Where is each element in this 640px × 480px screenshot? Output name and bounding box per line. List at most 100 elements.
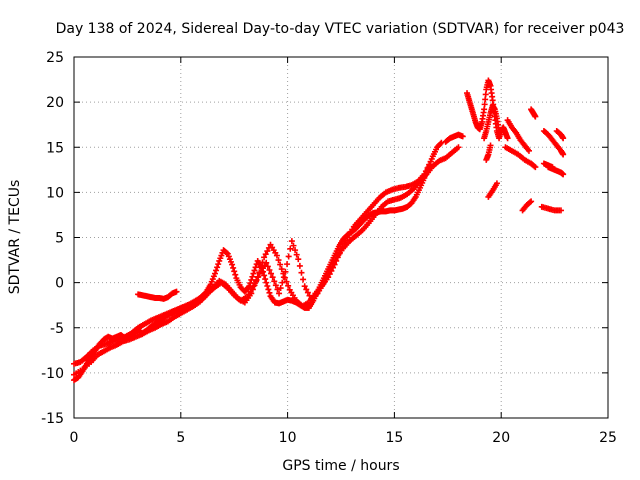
data-series xyxy=(71,158,434,378)
data-point xyxy=(262,276,269,283)
data-point xyxy=(532,164,539,171)
y-tick-label: 10 xyxy=(46,185,64,201)
data-point xyxy=(277,261,284,268)
data-point xyxy=(264,283,271,290)
data-point xyxy=(437,140,444,147)
data-point xyxy=(275,257,282,264)
data-point xyxy=(281,274,288,281)
data-point xyxy=(298,269,305,276)
data-point xyxy=(261,254,268,261)
data-point xyxy=(252,264,259,271)
data-points xyxy=(71,77,567,384)
data-point xyxy=(504,135,511,142)
data-point xyxy=(254,274,261,281)
y-tick-label: -5 xyxy=(50,321,64,337)
data-point xyxy=(265,286,272,293)
data-point xyxy=(249,273,256,280)
y-tick-label: -10 xyxy=(41,366,64,382)
data-point xyxy=(273,252,280,259)
y-tick-label: 20 xyxy=(46,95,64,111)
data-point xyxy=(173,288,180,295)
data-point xyxy=(248,290,255,297)
data-point xyxy=(213,267,220,274)
data-point xyxy=(422,168,429,175)
data-point xyxy=(288,238,295,245)
data-point xyxy=(263,279,270,286)
x-tick-label: 25 xyxy=(599,430,617,446)
data-point xyxy=(231,268,238,275)
data-point xyxy=(292,247,299,254)
data-series xyxy=(540,160,556,171)
data-point xyxy=(487,142,494,149)
data-point xyxy=(211,270,218,277)
data-point xyxy=(251,267,258,274)
data-point xyxy=(257,264,264,271)
data-point xyxy=(304,289,311,296)
data-series xyxy=(504,117,532,154)
data-series xyxy=(442,131,466,145)
data-point xyxy=(560,171,567,178)
y-axis-title: SDTVAR / TECUs xyxy=(7,180,23,295)
y-tick-label: 15 xyxy=(46,140,64,156)
data-point xyxy=(272,282,279,289)
y-tick-label: 5 xyxy=(55,231,64,247)
data-point xyxy=(266,289,273,296)
data-point xyxy=(295,256,302,263)
data-point xyxy=(459,133,466,140)
data-point xyxy=(266,266,273,273)
data-point xyxy=(259,259,266,266)
data-point xyxy=(339,243,346,250)
data-series xyxy=(135,288,180,302)
data-point xyxy=(560,151,567,158)
data-point xyxy=(549,164,556,171)
x-tick-label: 5 xyxy=(176,430,185,446)
data-point xyxy=(560,135,567,142)
data-point xyxy=(256,269,263,276)
data-point xyxy=(421,171,428,178)
y-tick-label: 25 xyxy=(46,50,64,66)
data-series xyxy=(502,144,539,171)
data-point xyxy=(264,248,271,255)
data-point xyxy=(531,163,538,170)
data-point xyxy=(230,264,237,271)
data-point xyxy=(427,158,434,165)
data-point xyxy=(329,264,336,271)
data-point xyxy=(303,286,310,293)
data-point xyxy=(527,199,534,206)
data-point xyxy=(336,250,343,257)
x-tick-label: 0 xyxy=(70,430,79,446)
axis-ticks: 0 5 10 15 20 25 -15 -10 -5 0 5 10 15 20 25 xyxy=(41,50,617,446)
data-point xyxy=(279,279,286,286)
data-point xyxy=(280,270,287,277)
data-point xyxy=(455,144,462,151)
data-point xyxy=(261,272,268,279)
data-point xyxy=(300,276,307,283)
data-point xyxy=(285,282,292,289)
data-series xyxy=(553,128,567,142)
data-point xyxy=(493,180,500,187)
data-point xyxy=(287,245,294,252)
data-series xyxy=(538,203,565,214)
data-point xyxy=(342,237,349,244)
data-point xyxy=(290,242,297,249)
data-point xyxy=(278,266,285,273)
data-point xyxy=(248,276,255,283)
data-point xyxy=(232,271,239,278)
data-series xyxy=(540,128,567,158)
data-point xyxy=(293,251,300,258)
data-series xyxy=(483,142,494,163)
data-point xyxy=(264,263,271,270)
data-point xyxy=(285,253,292,260)
data-point xyxy=(262,251,269,258)
data-point xyxy=(223,249,230,256)
data-point xyxy=(274,286,281,293)
data-point xyxy=(253,278,260,285)
data-series xyxy=(519,198,535,214)
data-point xyxy=(284,261,291,268)
x-axis-title: GPS time / hours xyxy=(282,458,399,474)
data-point xyxy=(301,283,308,290)
data-point xyxy=(283,278,290,285)
data-point xyxy=(269,274,276,281)
grid xyxy=(74,57,608,418)
